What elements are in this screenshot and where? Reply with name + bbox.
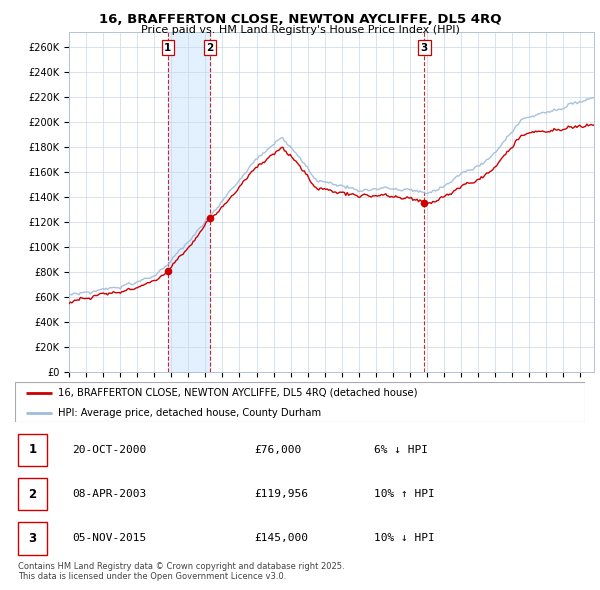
Text: 10% ↑ HPI: 10% ↑ HPI: [374, 489, 435, 499]
Text: 05-NOV-2015: 05-NOV-2015: [72, 533, 146, 543]
Text: 16, BRAFFERTON CLOSE, NEWTON AYCLIFFE, DL5 4RQ (detached house): 16, BRAFFERTON CLOSE, NEWTON AYCLIFFE, D…: [58, 388, 417, 398]
Text: 1: 1: [29, 443, 37, 457]
Text: Contains HM Land Registry data © Crown copyright and database right 2025.
This d: Contains HM Land Registry data © Crown c…: [18, 562, 344, 581]
Text: £119,956: £119,956: [254, 489, 308, 499]
Text: 6% ↓ HPI: 6% ↓ HPI: [374, 445, 428, 455]
FancyBboxPatch shape: [18, 434, 47, 466]
Text: Price paid vs. HM Land Registry's House Price Index (HPI): Price paid vs. HM Land Registry's House …: [140, 25, 460, 35]
FancyBboxPatch shape: [18, 478, 47, 510]
Text: 2: 2: [29, 487, 37, 501]
Bar: [168, 32, 210, 372]
Text: £76,000: £76,000: [254, 445, 302, 455]
Text: 3: 3: [29, 532, 37, 545]
Text: 16, BRAFFERTON CLOSE, NEWTON AYCLIFFE, DL5 4RQ: 16, BRAFFERTON CLOSE, NEWTON AYCLIFFE, D…: [99, 13, 501, 26]
FancyBboxPatch shape: [15, 382, 585, 422]
Text: HPI: Average price, detached house, County Durham: HPI: Average price, detached house, Coun…: [58, 408, 321, 418]
Text: 2: 2: [206, 42, 214, 53]
Text: 1: 1: [164, 42, 172, 53]
Text: 10% ↓ HPI: 10% ↓ HPI: [374, 533, 435, 543]
FancyBboxPatch shape: [18, 522, 47, 555]
Text: £145,000: £145,000: [254, 533, 308, 543]
Text: 08-APR-2003: 08-APR-2003: [72, 489, 146, 499]
Text: 20-OCT-2000: 20-OCT-2000: [72, 445, 146, 455]
Text: 3: 3: [421, 42, 428, 53]
